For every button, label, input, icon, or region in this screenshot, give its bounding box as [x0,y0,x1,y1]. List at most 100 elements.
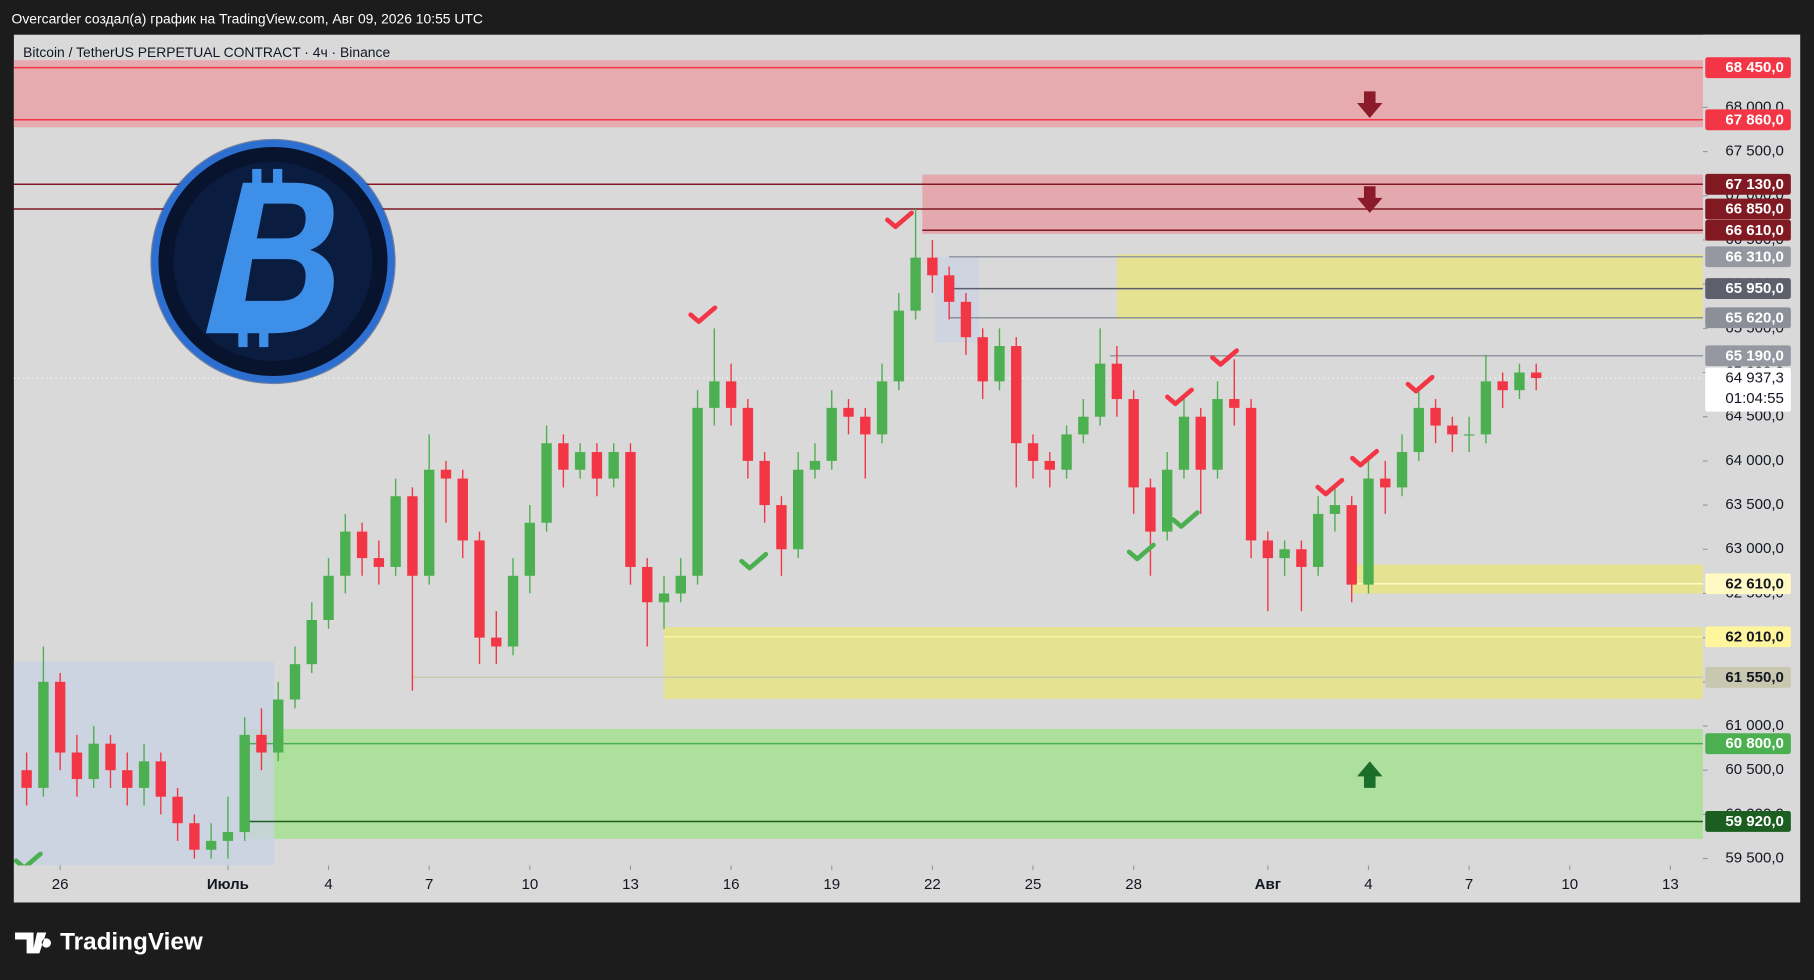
symbol-title: Bitcoin / TetherUS PERPETUAL CONTRACT · … [23,44,390,60]
last-price-label: 64 937,3 [1725,370,1784,387]
candle-body [222,832,234,841]
candle-body [1011,346,1022,444]
candle-body [491,637,502,647]
candle-body [340,531,351,576]
price-badge-label: 65 950,0 [1725,280,1784,297]
candle-body [1312,513,1324,567]
x-tick-label: 13 [1662,876,1679,893]
y-tick-label: 67 500,0 [1725,143,1784,160]
candle-body [507,575,519,647]
price-badge-label: 66 850,0 [1725,201,1784,218]
price-badge-label: 65 620,0 [1725,309,1784,326]
price-badge [1705,219,1791,241]
brand-name: TradingView [60,928,203,955]
candle-body [658,593,670,603]
candles [21,209,1542,859]
candle-body [407,496,418,576]
volume-profile [934,256,979,343]
logo-b-bar [259,330,269,348]
arrow-down [1357,186,1383,213]
zone [13,60,1703,128]
candle-body [1078,416,1089,435]
candle-body [1380,478,1391,488]
countdown-label: 01:04:55 [1725,390,1784,407]
check-mark [1405,374,1435,394]
candle-body [1061,434,1072,470]
candle-body [675,575,686,594]
x-tick-label: 16 [723,876,740,893]
y-tick-label: 63 500,0 [1725,496,1784,513]
y-tick-label: 64 500,0 [1725,408,1784,425]
candle-body [172,796,183,824]
candle-body [625,452,636,567]
candle-body [21,770,32,788]
price-badge [1705,666,1791,688]
price-badge [1705,198,1791,220]
candle-body [1329,505,1341,514]
candle-body [843,407,854,417]
price-badge-label: 66 310,0 [1725,248,1784,265]
brand-icon [15,932,51,954]
candle-body [457,478,468,541]
price-badge-label: 60 800,0 [1725,735,1784,752]
candle-body [1363,478,1374,585]
brand: TradingView [15,928,203,955]
check-mark [688,305,718,324]
annotations [13,210,1435,871]
price-badge [1705,109,1791,131]
candle-body [239,734,250,833]
candle-body [608,452,619,479]
price-badge-label: 66 610,0 [1725,222,1784,239]
x-tick-label: 25 [1025,876,1042,893]
last-price-badge [1705,367,1791,412]
price-badge-label: 67 860,0 [1725,111,1784,128]
candle-body [1413,407,1425,453]
y-tick-label: 60 500,0 [1725,761,1784,778]
bitcoin-logo [150,138,396,385]
x-tick-label: 10 [1561,876,1578,893]
x-tick-label: Авг [1255,876,1281,893]
arrow-down [1357,91,1383,119]
price-badge [1705,278,1791,299]
x-tick-label: 10 [521,876,538,893]
candle-body [709,381,720,408]
candle-body [1111,363,1123,400]
candle-body [558,443,569,470]
price-badge-label: 62 010,0 [1725,628,1784,645]
check-mark [885,210,914,230]
check-mark [1350,448,1380,468]
candle-body [1279,549,1290,559]
candle-body [390,496,401,567]
candle-body [423,469,435,576]
check-mark [739,551,769,571]
price-badge [1705,811,1791,832]
candle-body [1229,399,1240,408]
candle-body [306,619,317,665]
x-tick-label: 4 [1364,876,1372,893]
x-tick-label: 26 [52,876,69,893]
candle-body [1178,416,1190,470]
candle-body [725,381,737,408]
arrows [1357,91,1383,788]
price-badge [1705,345,1791,367]
candle-body [105,743,116,771]
candle-body [977,337,988,382]
candle-body [910,257,921,311]
check-mark [1126,542,1156,562]
candle-body [574,452,586,470]
candle-body [356,531,368,559]
x-tick-label: 7 [425,876,433,893]
zone [1116,254,1703,320]
price-badge [1705,573,1791,595]
check-mark [1315,477,1345,497]
candle-body [1162,469,1173,532]
candle-body [38,681,49,788]
candle-body [1128,399,1139,488]
candle-body [1195,416,1206,470]
candle-body [474,540,485,638]
zone [664,627,1703,699]
candle-body [826,407,837,461]
candle-body [1447,425,1458,435]
